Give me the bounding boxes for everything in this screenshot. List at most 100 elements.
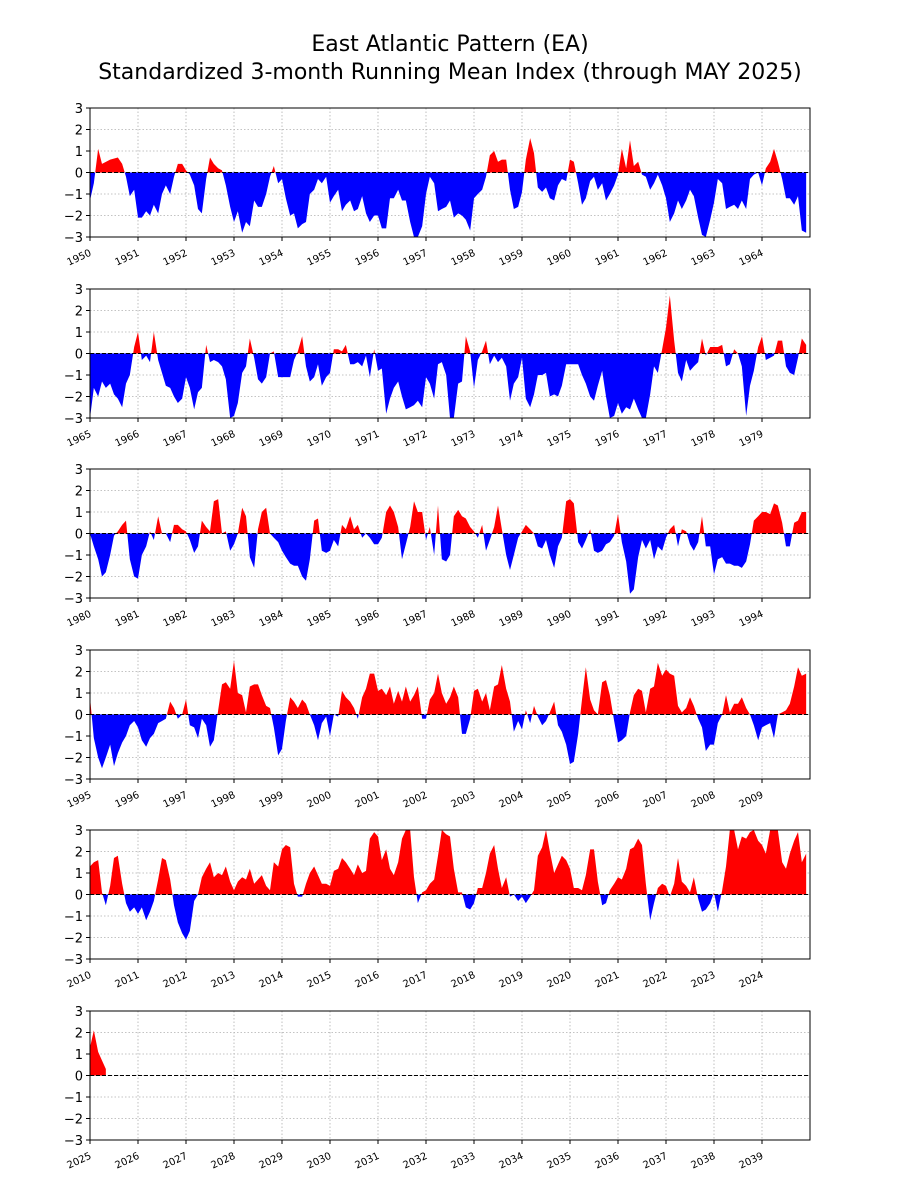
x-tick-label: 2013	[210, 970, 238, 991]
x-tick-label: 1963	[690, 248, 718, 269]
x-tick-label: 1970	[306, 429, 334, 450]
y-tick-label: −2	[64, 752, 83, 767]
panel-1980: −3 −2 −1 0 1 2 3 1980 1981 1982 1983 1984 1985 1986 19…	[64, 463, 811, 630]
x-tick-label: 2018	[450, 970, 478, 991]
x-tick-label: 1959	[498, 248, 526, 269]
y-tick-label: 1	[75, 506, 83, 521]
y-tick-label: 2	[75, 124, 83, 139]
x-tick-label: 2007	[642, 790, 670, 811]
panel-1965: −3 −2 −1 0 1 2 3 1965 1966 1967 1968 1969 1970 1971 19…	[64, 283, 811, 450]
y-tick-label: −1	[64, 910, 83, 925]
x-tick-label: 1988	[450, 609, 478, 630]
x-tick-label: 2039	[738, 1151, 766, 1172]
x-tick-label: 2024	[738, 970, 766, 991]
x-tick-label: 1956	[354, 248, 382, 269]
x-tick-label: 1981	[114, 609, 142, 630]
chart-subtitle: Standardized 3-month Running Mean Index …	[98, 60, 802, 85]
x-tick-label: 2005	[546, 790, 574, 811]
y-tick-label: 0	[75, 528, 83, 543]
y-tick-label: −1	[64, 1091, 83, 1106]
x-tick-label: 2025	[66, 1151, 94, 1172]
y-tick-label: 3	[75, 644, 83, 659]
x-tick-label: 1986	[354, 609, 382, 630]
panel-2010: −3 −2 −1 0 1 2 3 2010 2011 2012 2013 2014 2015 2016 20…	[64, 824, 811, 991]
y-tick-label: −3	[64, 592, 83, 607]
x-tick-label: 1990	[546, 609, 574, 630]
x-tick-label: 1987	[402, 609, 430, 630]
x-tick-label: 2029	[258, 1151, 286, 1172]
y-tick-label: −2	[64, 932, 83, 947]
x-tick-label: 1976	[594, 429, 622, 450]
x-tick-label: 1953	[210, 248, 238, 269]
x-tick-label: 1985	[306, 609, 334, 630]
x-tick-label: 1984	[258, 609, 286, 630]
x-tick-label: 2001	[354, 790, 382, 811]
y-tick-label: 1	[75, 326, 83, 341]
x-tick-label: 1996	[114, 790, 142, 811]
panel-2025: −3 −2 −1 0 1 2 3 2025 2026 2027 2028 2029 2030 2031 20…	[64, 1005, 811, 1172]
y-tick-label: 0	[75, 167, 83, 182]
x-tick-label: 1972	[402, 429, 430, 450]
x-tick-label: 1966	[114, 429, 142, 450]
x-tick-label: 2034	[498, 1151, 526, 1172]
y-tick-label: −1	[64, 188, 83, 203]
y-tick-label: 3	[75, 1005, 83, 1020]
x-tick-label: 2021	[594, 970, 622, 991]
x-tick-label: 2015	[306, 970, 334, 991]
y-tick-label: −1	[64, 549, 83, 564]
x-tick-label: 2038	[690, 1151, 718, 1172]
x-tick-label: 1967	[162, 429, 190, 450]
y-tick-label: 1	[75, 687, 83, 702]
y-tick-label: −3	[64, 412, 83, 427]
x-tick-label: 1957	[402, 248, 430, 269]
y-tick-label: −3	[64, 231, 83, 246]
negative-area-1965	[90, 353, 807, 418]
x-tick-label: 1999	[258, 790, 286, 811]
y-tick-label: 0	[75, 348, 83, 363]
x-tick-label: 1997	[162, 790, 190, 811]
y-tick-label: 0	[75, 1070, 83, 1085]
x-tick-label: 1955	[306, 248, 334, 269]
x-tick-label: 2027	[162, 1151, 190, 1172]
y-tick-label: 3	[75, 824, 83, 839]
x-tick-label: 2030	[306, 1151, 334, 1172]
chart-title: East Atlantic Pattern (EA)	[311, 32, 589, 57]
x-tick-label: 1995	[66, 790, 94, 811]
y-tick-label: −3	[64, 1134, 83, 1149]
y-tick-label: −2	[64, 1113, 83, 1128]
x-tick-label: 2016	[354, 970, 382, 991]
x-tick-label: 1952	[162, 248, 190, 269]
negative-area-1980	[90, 533, 807, 594]
y-tick-label: 3	[75, 283, 83, 298]
y-tick-label: −2	[64, 571, 83, 586]
x-tick-label: 1998	[210, 790, 238, 811]
negative-area-1995	[90, 714, 807, 769]
x-tick-label: 2020	[546, 970, 574, 991]
x-tick-label: 2033	[450, 1151, 478, 1172]
y-tick-label: 0	[75, 889, 83, 904]
x-tick-label: 1977	[642, 429, 670, 450]
x-tick-label: 1965	[66, 429, 94, 450]
x-tick-label: 1992	[642, 609, 670, 630]
x-tick-label: 1961	[594, 248, 622, 269]
positive-area-1995	[90, 660, 807, 715]
y-tick-label: 2	[75, 666, 83, 681]
x-tick-label: 1954	[258, 248, 286, 269]
positive-area-2010	[90, 830, 807, 895]
x-tick-label: 2023	[690, 970, 718, 991]
x-tick-label: 1993	[690, 609, 718, 630]
x-tick-label: 1982	[162, 609, 190, 630]
x-tick-label: 1980	[66, 609, 94, 630]
y-tick-label: 1	[75, 1048, 83, 1063]
x-tick-label: 1962	[642, 248, 670, 269]
x-tick-label: 1979	[738, 429, 766, 450]
x-tick-label: 2026	[114, 1151, 142, 1172]
panel-1995: −3 −2 −1 0 1 2 3 1995 1996 1997 1998 1999 2000 2001 20…	[64, 644, 811, 811]
x-tick-label: 2004	[498, 790, 526, 811]
x-tick-label: 2037	[642, 1151, 670, 1172]
x-tick-label: 2031	[354, 1151, 382, 1172]
x-tick-label: 2019	[498, 970, 526, 991]
x-tick-label: 1978	[690, 429, 718, 450]
y-tick-label: −3	[64, 953, 83, 968]
x-tick-label: 2008	[690, 790, 718, 811]
